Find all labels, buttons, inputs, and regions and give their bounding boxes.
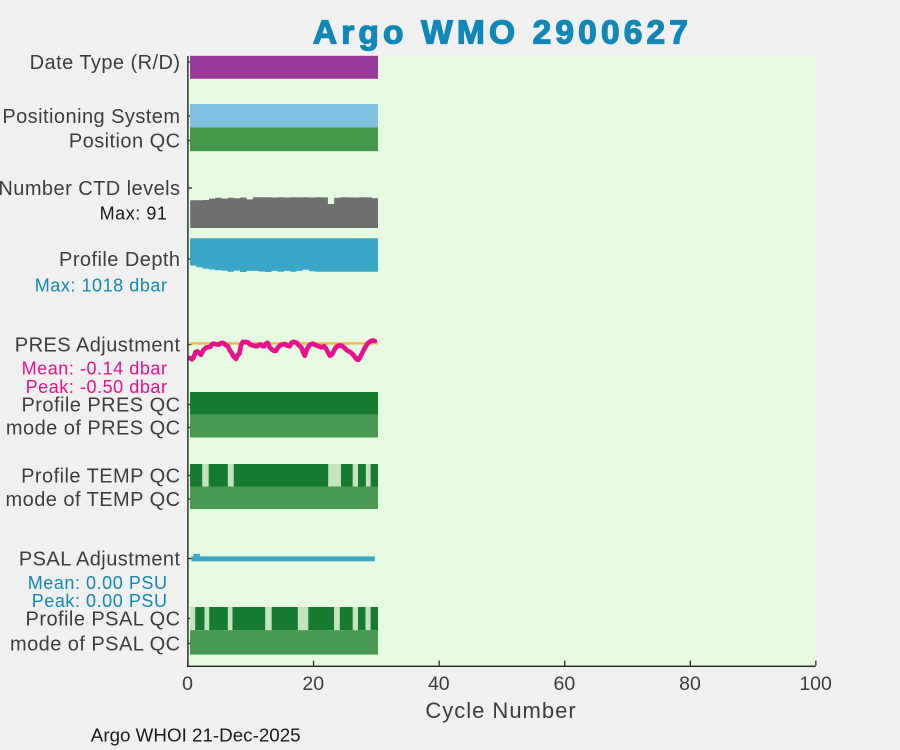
svg-text:mode of TEMP QC: mode of TEMP QC [6,489,181,511]
svg-text:Profile PSAL QC: Profile PSAL QC [26,609,181,631]
svg-text:Date Type (R/D): Date Type (R/D) [30,52,181,74]
svg-text:Cycle Number: Cycle Number [425,698,576,723]
svg-text:Profile TEMP QC: Profile TEMP QC [21,466,180,488]
svg-text:Max: 1018 dbar: Max: 1018 dbar [35,276,168,296]
svg-text:80: 80 [679,673,701,695]
svg-text:Positioning System: Positioning System [2,106,180,128]
svg-text:Peak: 0.00 PSU: Peak: 0.00 PSU [32,591,168,611]
svg-text:Mean: 0.00 PSU: Mean: 0.00 PSU [28,573,168,593]
svg-text:0: 0 [182,673,193,695]
svg-text:Profile PRES QC: Profile PRES QC [21,395,180,417]
svg-text:Max: 91: Max: 91 [100,204,168,224]
svg-text:Number CTD levels: Number CTD levels [0,178,181,200]
svg-text:100: 100 [799,673,832,695]
svg-text:Argo WMO 2900627: Argo WMO 2900627 [313,14,692,51]
svg-text:PRES Adjustment: PRES Adjustment [15,335,181,357]
svg-text:mode of PSAL QC: mode of PSAL QC [10,634,181,656]
svg-text:Profile Depth: Profile Depth [59,249,180,271]
svg-text:Argo WHOI 21-Dec-2025: Argo WHOI 21-Dec-2025 [91,724,301,745]
svg-text:Peak: -0.50 dbar: Peak: -0.50 dbar [26,377,168,397]
svg-text:Mean: -0.14 dbar: Mean: -0.14 dbar [22,359,168,379]
svg-text:20: 20 [302,673,324,695]
svg-text:40: 40 [428,673,450,695]
svg-text:60: 60 [554,673,576,695]
svg-text:Position QC: Position QC [69,131,181,153]
svg-text:PSAL Adjustment: PSAL Adjustment [19,549,181,571]
svg-text:mode of PRES QC: mode of PRES QC [6,418,181,440]
